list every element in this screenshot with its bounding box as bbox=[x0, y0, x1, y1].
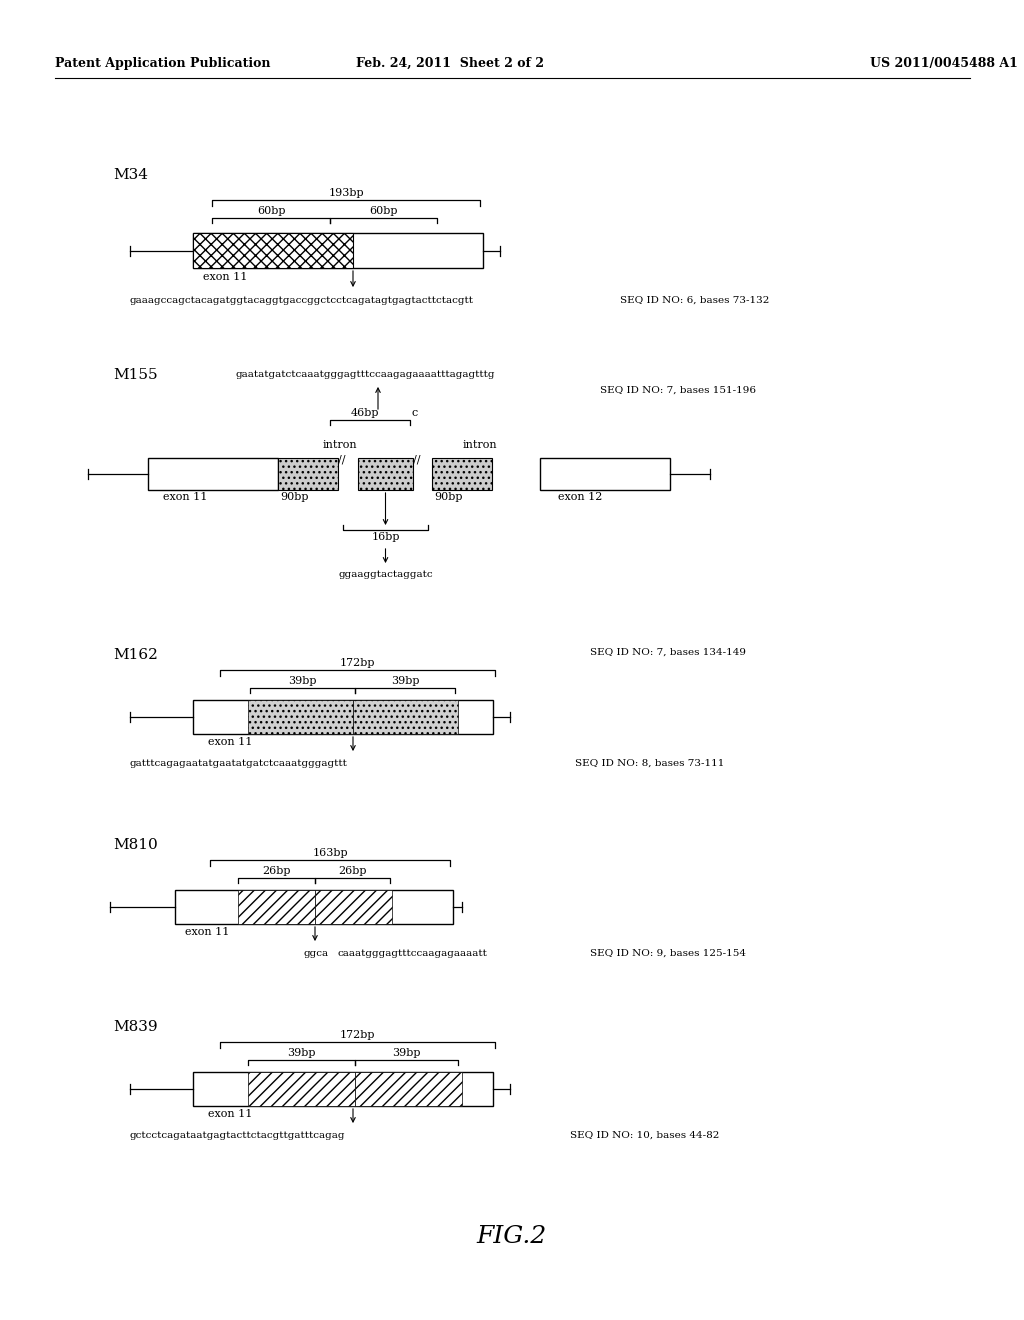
Text: SEQ ID NO: 7, bases 134-149: SEQ ID NO: 7, bases 134-149 bbox=[590, 648, 746, 657]
Text: 60bp: 60bp bbox=[370, 206, 397, 216]
Text: 172bp: 172bp bbox=[340, 1030, 375, 1040]
Text: gaaagccagctacagatggtacaggtgaccggctcctcagatagtgagtacttctacgtt: gaaagccagctacagatggtacaggtgaccggctcctcag… bbox=[130, 296, 474, 305]
Text: gatttcagagaatatgaatatgatctcaaatgggagttt: gatttcagagaatatgaatatgatctcaaatgggagttt bbox=[130, 759, 348, 768]
Bar bbox=[353, 700, 458, 734]
Text: 26bp: 26bp bbox=[262, 866, 291, 876]
Text: 193bp: 193bp bbox=[328, 187, 364, 198]
Text: gaatatgatctcaaatgggagtttccaagagaaaatttagagtttg: gaatatgatctcaaatgggagtttccaagagaaaatttag… bbox=[234, 370, 495, 379]
Bar bbox=[278, 458, 338, 490]
Bar bbox=[432, 458, 492, 490]
Text: ggca: ggca bbox=[304, 949, 329, 958]
Text: 39bp: 39bp bbox=[288, 1048, 315, 1059]
Text: 16bp: 16bp bbox=[372, 532, 399, 543]
Text: 90bp: 90bp bbox=[434, 492, 463, 502]
Text: 26bp: 26bp bbox=[338, 866, 367, 876]
Bar bbox=[238, 890, 315, 924]
Text: caaatgggagtttccaagagaaaatt: caaatgggagtttccaagagaaaatt bbox=[338, 949, 487, 958]
Bar bbox=[193, 1072, 493, 1106]
Text: 46bp: 46bp bbox=[351, 408, 379, 418]
Text: c: c bbox=[412, 408, 418, 418]
Bar bbox=[248, 1072, 355, 1106]
Text: M810: M810 bbox=[113, 838, 158, 851]
Text: Patent Application Publication: Patent Application Publication bbox=[55, 57, 270, 70]
Text: M162: M162 bbox=[113, 648, 158, 663]
Bar bbox=[540, 458, 670, 490]
Text: exon 11: exon 11 bbox=[203, 272, 248, 282]
Text: SEQ ID NO: 6, bases 73-132: SEQ ID NO: 6, bases 73-132 bbox=[620, 296, 769, 305]
Text: 39bp: 39bp bbox=[391, 676, 419, 686]
Text: SEQ ID NO: 9, bases 125-154: SEQ ID NO: 9, bases 125-154 bbox=[590, 949, 746, 958]
Text: M155: M155 bbox=[113, 368, 158, 381]
Bar bbox=[193, 700, 493, 734]
Bar bbox=[175, 890, 453, 924]
Text: Feb. 24, 2011  Sheet 2 of 2: Feb. 24, 2011 Sheet 2 of 2 bbox=[356, 57, 544, 70]
Text: 172bp: 172bp bbox=[340, 657, 375, 668]
Text: //: // bbox=[413, 455, 421, 465]
Text: SEQ ID NO: 10, bases 44-82: SEQ ID NO: 10, bases 44-82 bbox=[570, 1131, 720, 1140]
Text: intron: intron bbox=[323, 440, 357, 450]
Text: 39bp: 39bp bbox=[392, 1048, 421, 1059]
Bar bbox=[193, 234, 483, 268]
Bar bbox=[355, 1072, 462, 1106]
Text: intron: intron bbox=[463, 440, 498, 450]
Bar bbox=[148, 458, 278, 490]
Text: exon 11: exon 11 bbox=[163, 492, 208, 502]
Text: 90bp: 90bp bbox=[280, 492, 308, 502]
Bar bbox=[358, 458, 413, 490]
Text: gctcctcagataatgagtacttctacgttgatttcagag: gctcctcagataatgagtacttctacgttgatttcagag bbox=[130, 1131, 345, 1140]
Text: //: // bbox=[338, 455, 345, 465]
Text: exon 11: exon 11 bbox=[208, 1109, 252, 1119]
Text: 39bp: 39bp bbox=[288, 676, 316, 686]
Text: SEQ ID NO: 8, bases 73-111: SEQ ID NO: 8, bases 73-111 bbox=[575, 759, 724, 768]
Text: SEQ ID NO: 7, bases 151-196: SEQ ID NO: 7, bases 151-196 bbox=[600, 385, 756, 395]
Text: 60bp: 60bp bbox=[257, 206, 286, 216]
Text: exon 11: exon 11 bbox=[185, 927, 229, 937]
Bar bbox=[193, 234, 353, 268]
Text: FIG.2: FIG.2 bbox=[477, 1225, 547, 1247]
Text: exon 11: exon 11 bbox=[208, 737, 252, 747]
Text: US 2011/0045488 A1: US 2011/0045488 A1 bbox=[870, 57, 1018, 70]
Text: ggaaggtactaggatc: ggaaggtactaggatc bbox=[338, 570, 433, 579]
Text: M34: M34 bbox=[113, 168, 148, 182]
Bar bbox=[315, 890, 392, 924]
Text: M839: M839 bbox=[113, 1020, 158, 1034]
Text: 163bp: 163bp bbox=[312, 847, 348, 858]
Text: exon 12: exon 12 bbox=[558, 492, 602, 502]
Bar bbox=[248, 700, 353, 734]
